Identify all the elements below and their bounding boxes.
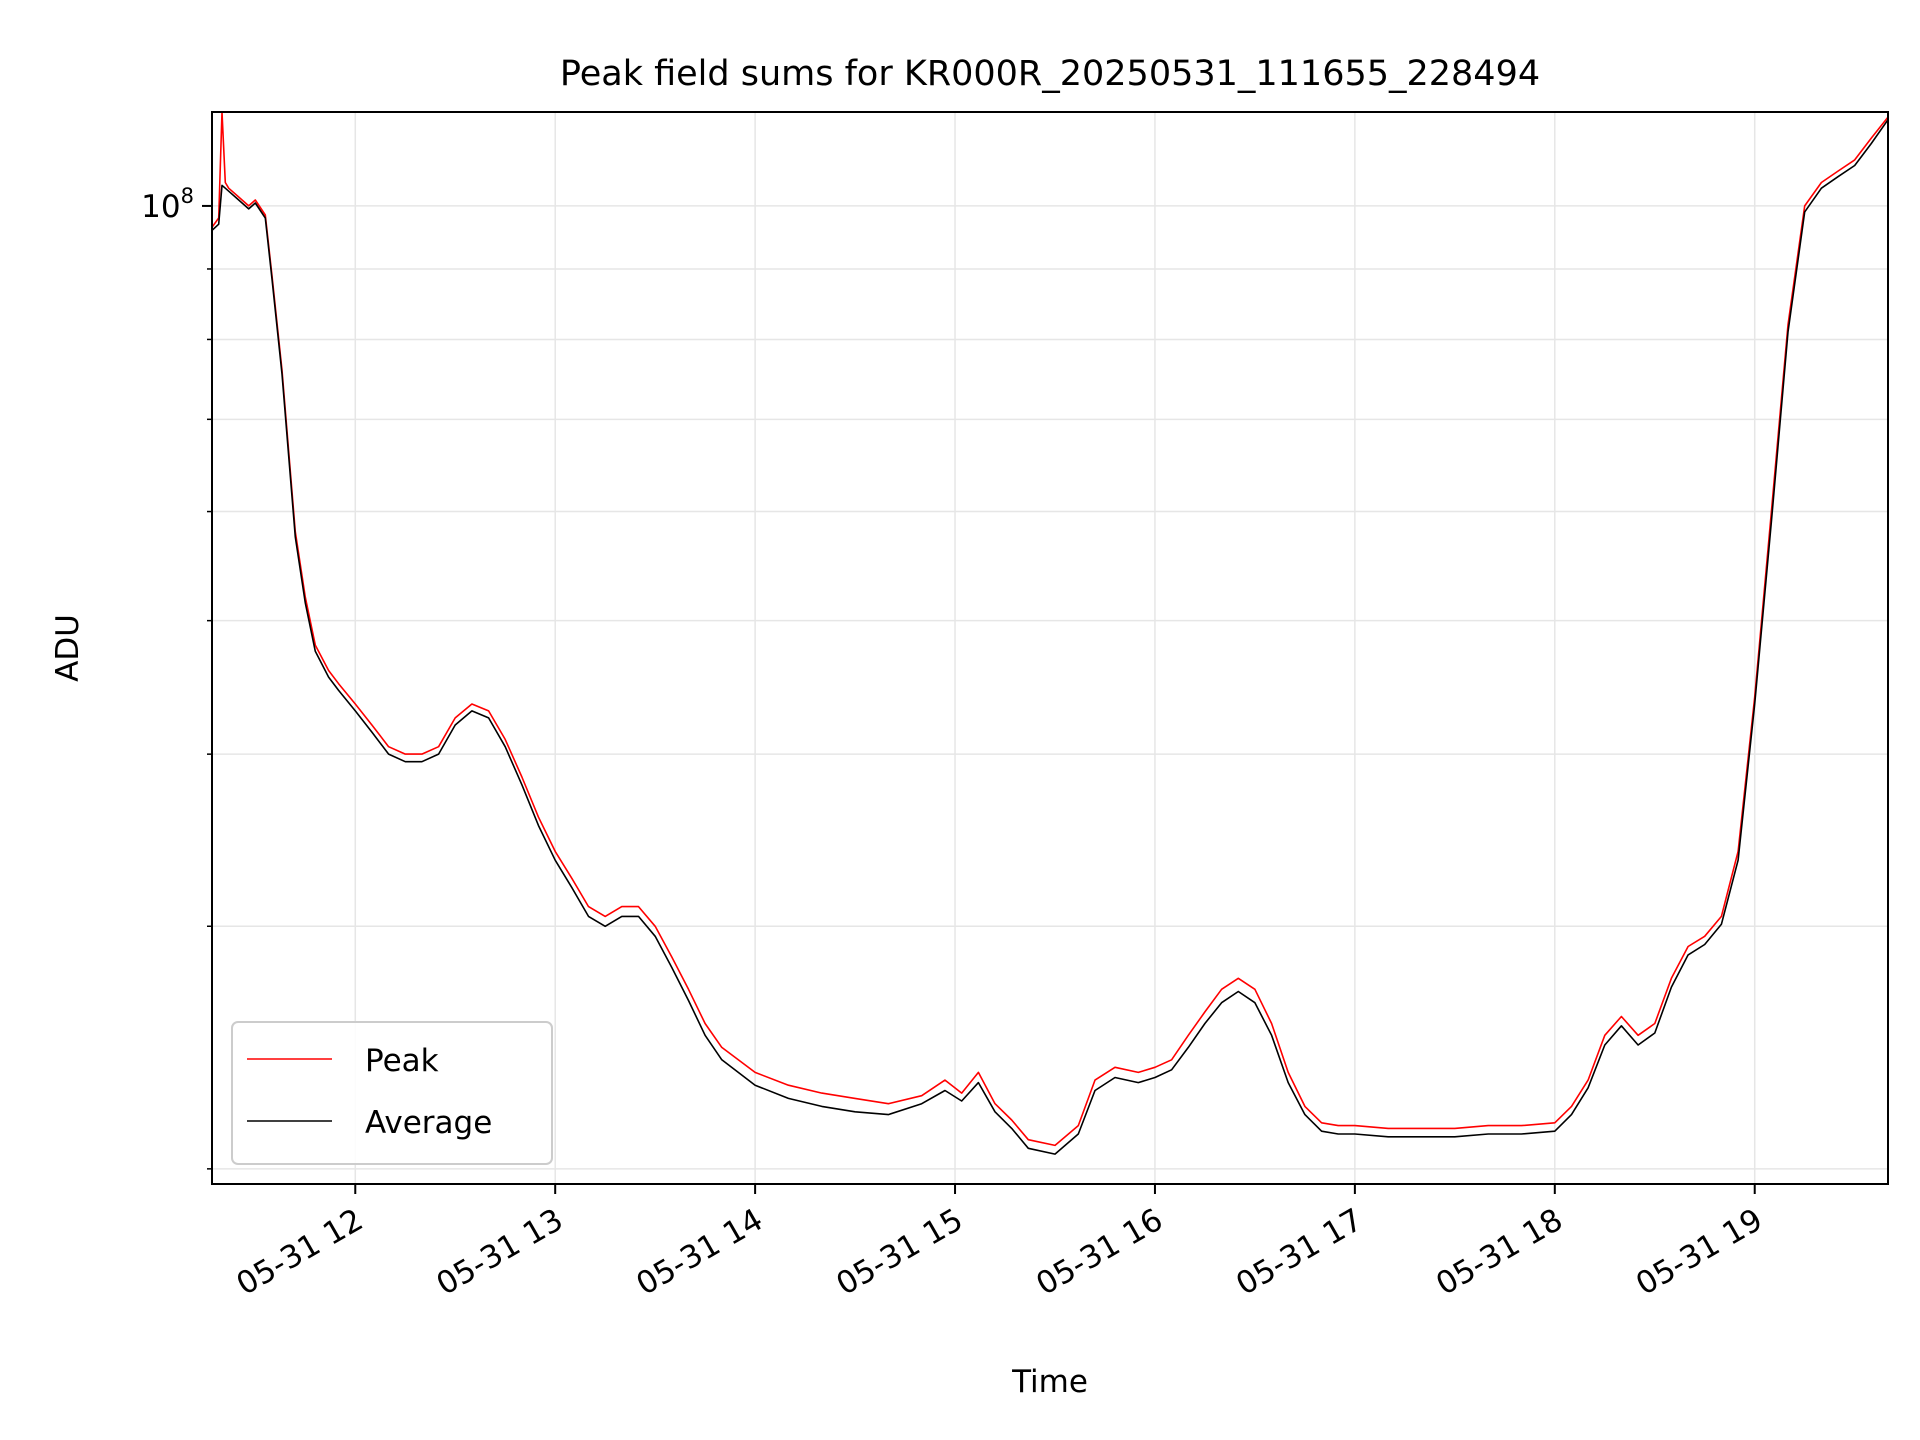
plot-frame [211, 111, 1889, 1185]
series-layer [212, 112, 1888, 1155]
x-axis-label: Time [1011, 1364, 1088, 1400]
y-tick-label-exponent: 8 [181, 184, 194, 208]
legend-label-average: Average [365, 1105, 492, 1141]
legend-box [231, 1021, 553, 1165]
y-axis-label: ADU [50, 614, 86, 682]
grid [212, 112, 1888, 1184]
legend: Peak Average [231, 1021, 553, 1165]
series-line-peak [212, 112, 1888, 1147]
series-line-average [212, 119, 1888, 1155]
y-tick-label-base: 10 [141, 189, 180, 225]
y-axis: 108 [141, 184, 212, 1170]
legend-label-peak: Peak [365, 1043, 439, 1079]
chart-title: Peak field sums for KR000R_20250531_1116… [560, 54, 1540, 94]
y-tick-label: 108 [141, 184, 194, 225]
